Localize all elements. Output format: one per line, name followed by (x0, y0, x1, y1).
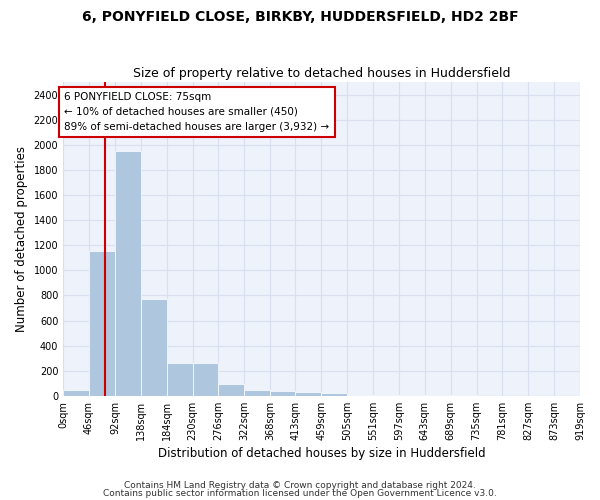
Bar (347, 394, 373, 396)
Bar (89, 252, 115, 396)
Bar (425, 395, 451, 396)
Text: Contains HM Land Registry data © Crown copyright and database right 2024.: Contains HM Land Registry data © Crown c… (124, 481, 476, 490)
Bar (115, 151, 141, 396)
Bar (193, 363, 218, 396)
Bar (167, 363, 193, 396)
Text: Contains public sector information licensed under the Open Government Licence v3: Contains public sector information licen… (103, 488, 497, 498)
Title: Size of property relative to detached houses in Huddersfield: Size of property relative to detached ho… (133, 66, 511, 80)
Bar (399, 395, 425, 396)
Bar (244, 390, 270, 396)
Bar (141, 298, 167, 396)
X-axis label: Distribution of detached houses by size in Huddersfield: Distribution of detached houses by size … (158, 447, 485, 460)
Text: 6, PONYFIELD CLOSE, BIRKBY, HUDDERSFIELD, HD2 2BF: 6, PONYFIELD CLOSE, BIRKBY, HUDDERSFIELD… (82, 10, 518, 24)
Bar (270, 391, 295, 396)
Y-axis label: Number of detached properties: Number of detached properties (15, 146, 28, 332)
Bar (295, 392, 322, 396)
Bar (373, 395, 399, 396)
Bar (63, 390, 89, 396)
Bar (218, 384, 244, 396)
Bar (322, 394, 347, 396)
Text: 6 PONYFIELD CLOSE: 75sqm
← 10% of detached houses are smaller (450)
89% of semi-: 6 PONYFIELD CLOSE: 75sqm ← 10% of detach… (64, 92, 329, 132)
